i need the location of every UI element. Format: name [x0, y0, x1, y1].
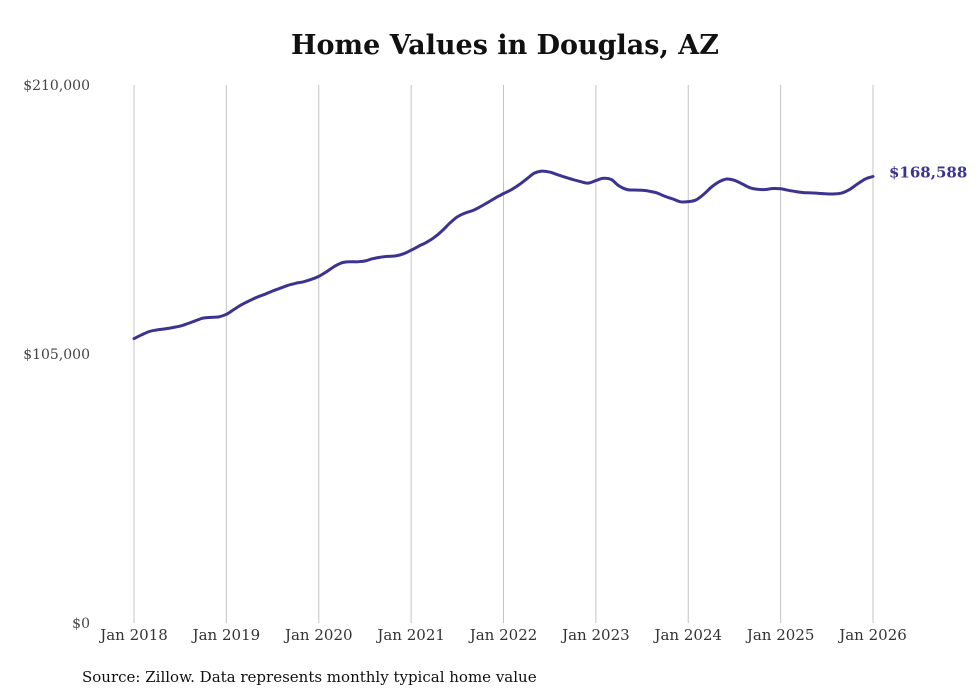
- x-tick-label: Jan 2020: [283, 626, 353, 644]
- y-tick-label: $0: [72, 616, 90, 632]
- x-tick-label: Jan 2022: [468, 626, 538, 644]
- end-value-label: $168,588: [889, 163, 967, 181]
- series-line: [132, 169, 875, 341]
- x-tick-label: Jan 2023: [560, 626, 630, 644]
- source-note: Source: Zillow. Data represents monthly …: [82, 668, 537, 686]
- x-tick-label: Jan 2025: [745, 626, 815, 644]
- chart-title: Home Values in Douglas, AZ: [291, 30, 719, 61]
- y-tick-label: $210,000: [23, 78, 90, 94]
- x-tick-label: Jan 2021: [375, 626, 445, 644]
- x-tick-label: Jan 2026: [837, 626, 907, 644]
- x-tick-label: Jan 2018: [98, 626, 168, 644]
- x-tick-label: Jan 2019: [191, 626, 261, 644]
- x-tick-label: Jan 2024: [652, 626, 722, 644]
- y-tick-label: $105,000: [23, 347, 90, 363]
